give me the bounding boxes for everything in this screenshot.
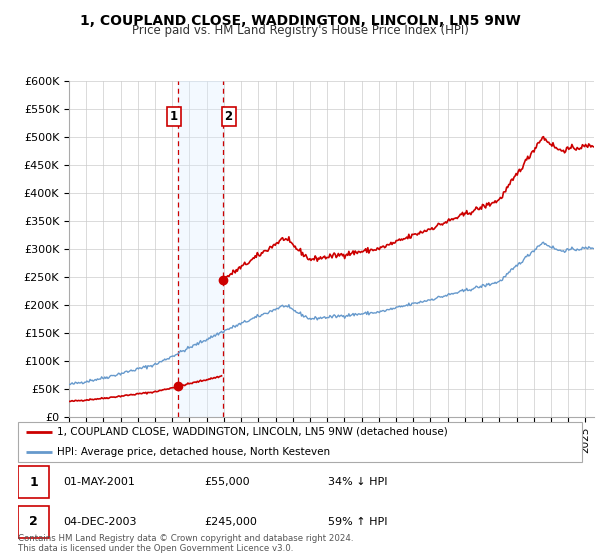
Text: 1: 1	[29, 476, 38, 489]
Text: 01-MAY-2001: 01-MAY-2001	[63, 477, 135, 487]
Text: 1: 1	[170, 110, 178, 123]
Text: £245,000: £245,000	[204, 516, 257, 526]
Text: 1, COUPLAND CLOSE, WADDINGTON, LINCOLN, LN5 9NW: 1, COUPLAND CLOSE, WADDINGTON, LINCOLN, …	[80, 14, 520, 28]
Text: 34% ↓ HPI: 34% ↓ HPI	[328, 477, 388, 487]
Text: 59% ↑ HPI: 59% ↑ HPI	[328, 516, 388, 526]
Bar	[18, 466, 49, 498]
Text: 04-DEC-2003: 04-DEC-2003	[63, 516, 137, 526]
Text: HPI: Average price, detached house, North Kesteven: HPI: Average price, detached house, Nort…	[58, 447, 331, 457]
Text: 2: 2	[224, 110, 233, 123]
Text: Price paid vs. HM Land Registry's House Price Index (HPI): Price paid vs. HM Land Registry's House …	[131, 24, 469, 37]
Text: Contains HM Land Registry data © Crown copyright and database right 2024.
This d: Contains HM Land Registry data © Crown c…	[18, 534, 353, 553]
Text: £55,000: £55,000	[204, 477, 250, 487]
Bar	[178, 81, 223, 417]
Text: 1, COUPLAND CLOSE, WADDINGTON, LINCOLN, LN5 9NW (detached house): 1, COUPLAND CLOSE, WADDINGTON, LINCOLN, …	[58, 427, 448, 437]
Bar	[18, 506, 49, 538]
Text: 2: 2	[29, 515, 38, 529]
